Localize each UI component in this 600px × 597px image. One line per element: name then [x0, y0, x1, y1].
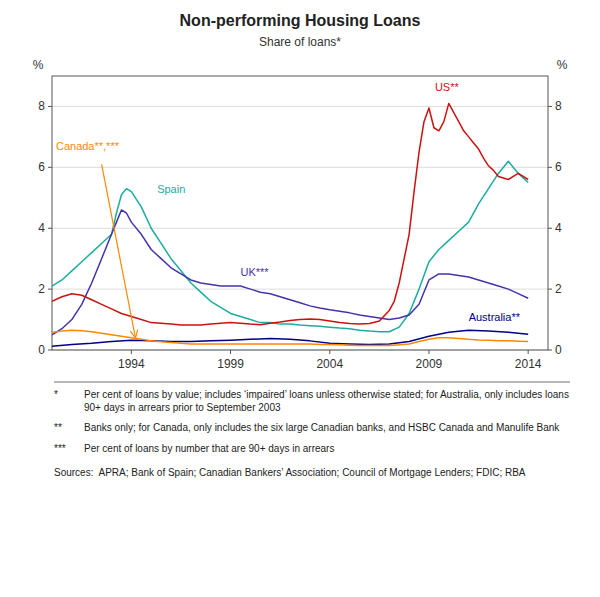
x-tick — [528, 350, 529, 354]
x-tick — [428, 350, 429, 354]
x-tick-label: 2014 — [515, 357, 542, 371]
y-tick — [48, 106, 52, 107]
x-tick — [131, 350, 132, 354]
annotation: US** — [435, 81, 460, 93]
chart: Non-performing Housing Loans Share of loa… — [0, 0, 600, 597]
annotation: Australia** — [469, 311, 521, 323]
grid-line — [52, 167, 548, 168]
series-group — [52, 103, 528, 346]
plot-frame — [52, 76, 548, 350]
subtitle: Share of loans* — [259, 35, 341, 49]
y2-tick — [548, 350, 552, 351]
series-line — [52, 103, 528, 325]
separator — [54, 382, 570, 383]
footnote-mark: ** — [54, 422, 62, 433]
y2-tick-label: 0 — [555, 343, 562, 357]
grid-line — [52, 228, 548, 229]
footnote-mark: *** — [54, 443, 66, 454]
grid-line — [52, 106, 548, 107]
x-tick — [230, 350, 231, 354]
y-tick — [48, 228, 52, 229]
series-line — [52, 161, 528, 331]
x-tick-label: 2009 — [416, 357, 443, 371]
x-tick — [329, 350, 330, 354]
footnote-mark: * — [54, 389, 58, 400]
footnote-text: Per cent of loans by number that are 90+… — [84, 443, 334, 454]
y-tick-label: 0 — [38, 343, 45, 357]
annotation: Spain — [157, 183, 185, 195]
annotation: UK*** — [240, 266, 269, 278]
x-tick-label: 1999 — [217, 357, 244, 371]
y-tick — [48, 350, 52, 351]
series-line — [52, 210, 528, 335]
x-tick-label: 2004 — [316, 357, 343, 371]
y-tick — [48, 167, 52, 168]
y2-tick — [548, 167, 552, 168]
series-line — [52, 330, 528, 345]
footnote-line: Per cent of loans by number that are 90+… — [84, 443, 334, 454]
y-tick-label: 4 — [38, 221, 45, 235]
y2-tick-label: 8 — [555, 99, 562, 113]
series-line — [52, 330, 528, 346]
annotation: Canada**,*** — [56, 140, 120, 152]
footnote-line: Banks only; for Canada, only includes th… — [84, 422, 560, 433]
footnote-line: Per cent of loans by value; includes ‘im… — [84, 389, 569, 400]
y2-tick-label: 2 — [555, 282, 562, 296]
x-tick-label: 1994 — [118, 357, 145, 371]
sources-line: Sources: APRA; Bank of Spain; Canadian B… — [54, 467, 526, 478]
y2-tick — [548, 228, 552, 229]
y2-tick-label: 6 — [555, 160, 562, 174]
arrow — [102, 164, 136, 337]
y2-tick-label: 4 — [555, 221, 562, 235]
footnote-text: Banks only; for Canada, only includes th… — [84, 422, 560, 433]
y2-tick — [548, 289, 552, 290]
y2-tick — [548, 106, 552, 107]
y2-axis-label: % — [557, 58, 568, 72]
axes: 0 2 4 6 8 0 2 4 6 8 1994 1999 2004 2009 2014 — [38, 99, 562, 371]
sources: Sources: APRA; Bank of Spain; Canadian B… — [54, 467, 526, 478]
y-tick-label: 2 — [38, 282, 45, 296]
title: Non-performing Housing Loans — [180, 12, 421, 29]
footnote-text: Per cent of loans by value; includes ‘im… — [84, 389, 569, 413]
y-axis-label: % — [33, 58, 44, 72]
footnote-line: 90+ days in arrears prior to September 2… — [84, 402, 281, 413]
y-tick-label: 6 — [38, 160, 45, 174]
y-tick-label: 8 — [38, 99, 45, 113]
y-tick — [48, 289, 52, 290]
footnotes: * Per cent of loans by value; includes ‘i… — [54, 389, 569, 478]
